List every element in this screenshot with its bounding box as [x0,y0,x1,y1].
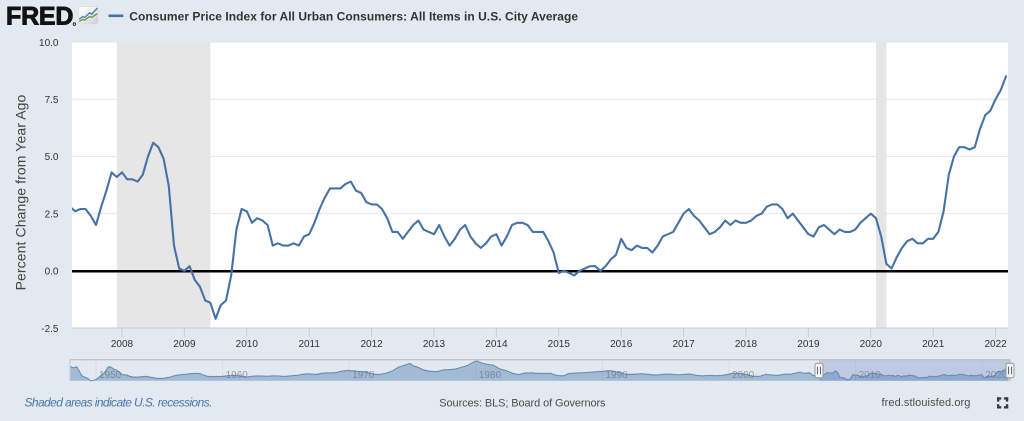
svg-text:-2.5: -2.5 [41,324,59,335]
svg-text:2011: 2011 [298,339,320,350]
svg-text:2014: 2014 [485,339,508,350]
svg-text:2.5: 2.5 [45,209,59,220]
svg-text:2020: 2020 [985,370,1008,381]
svg-text:7.5: 7.5 [45,95,59,106]
svg-text:1980: 1980 [479,370,502,381]
svg-text:2020: 2020 [860,339,883,350]
svg-text:2022: 2022 [984,339,1007,350]
svg-text:0.0: 0.0 [45,267,59,278]
svg-text:Shaded areas indicate U.S. rec: Shaded areas indicate U.S. recessions. [25,396,212,410]
svg-text:2008: 2008 [111,339,134,350]
svg-text:2015: 2015 [548,339,571,350]
svg-text:2019: 2019 [797,339,820,350]
svg-text:2009: 2009 [173,339,196,350]
svg-text:2018: 2018 [735,339,758,350]
svg-text:2016: 2016 [610,339,633,350]
svg-text:5.0: 5.0 [45,152,59,163]
svg-text:2012: 2012 [360,339,383,350]
svg-text:1970: 1970 [352,370,375,381]
svg-text:2010: 2010 [859,370,882,381]
svg-text:FRED: FRED [6,3,73,31]
svg-text:1990: 1990 [605,370,628,381]
svg-text:2010: 2010 [236,339,259,350]
svg-text:1950: 1950 [99,370,122,381]
svg-text:Percent Change from Year Ago: Percent Change from Year Ago [13,94,29,290]
svg-text:Sources: BLS; Board of Governo: Sources: BLS; Board of Governors [439,397,606,409]
svg-text:2021: 2021 [922,339,945,350]
svg-text:fred.stlouisfed.org: fred.stlouisfed.org [882,397,971,409]
svg-text:2013: 2013 [423,339,446,350]
svg-text:2000: 2000 [732,370,755,381]
svg-text:2017: 2017 [672,339,695,350]
svg-text:Consumer Price Index for All U: Consumer Price Index for All Urban Consu… [129,9,578,23]
svg-text:10.0: 10.0 [39,38,59,49]
